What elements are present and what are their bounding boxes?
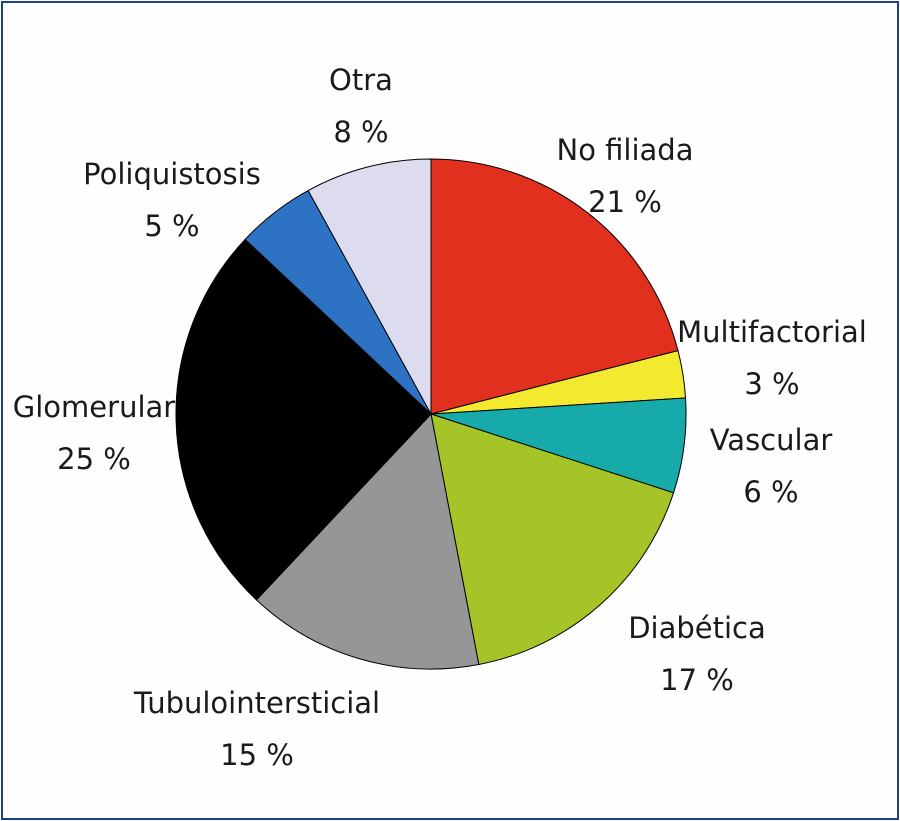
slice-label-glomerular: Glomerular: [13, 390, 175, 424]
slice-value-glomerular: 25 %: [57, 442, 131, 476]
pie-slice-glomerular: [175, 238, 432, 601]
slice-label-vascular: Vascular: [710, 423, 833, 457]
slice-label-no-filiada: No filiada: [557, 133, 694, 167]
slice-label-poliquistosis: Poliquistosis: [83, 157, 261, 191]
slice-value-tubulointersticial: 15 %: [220, 738, 294, 772]
slice-value-multifactorial: 3 %: [744, 367, 799, 401]
slice-value-poliquistosis: 5 %: [144, 209, 199, 243]
pie-slice-tubulointersticial: [255, 412, 480, 670]
pie-slices: [175, 158, 687, 670]
slice-label-diabetica: Diabética: [628, 611, 766, 645]
pie-slice-otra: [307, 158, 432, 415]
slice-value-diabetica: 17 %: [660, 663, 734, 697]
slice-value-no-filiada: 21 %: [588, 185, 662, 219]
pie-slice-diabetica: [430, 413, 675, 666]
slice-label-multifactorial: Multifactorial: [677, 315, 867, 349]
pie-labels: No filiada 21 % Multifactorial 3 % Vascular 6…: [13, 63, 867, 772]
slice-value-vascular: 6 %: [743, 475, 798, 509]
slice-label-otra: Otra: [329, 63, 393, 97]
pie-slice-no-filiada: [430, 158, 679, 415]
slice-label-tubulointersticial: Tubulointersticial: [133, 686, 380, 720]
slice-value-otra: 8 %: [333, 115, 388, 149]
